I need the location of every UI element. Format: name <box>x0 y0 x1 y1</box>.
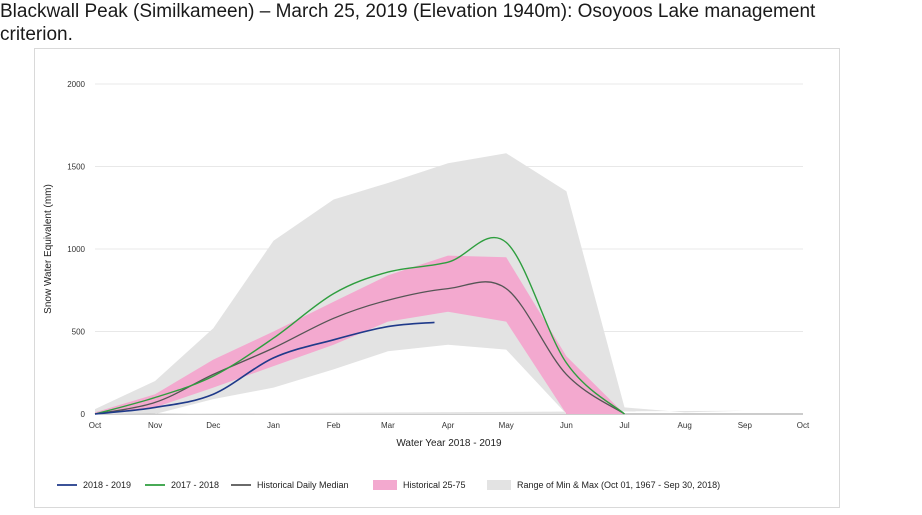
y-axis-title: Snow Water Equivalent (mm) <box>43 184 54 314</box>
caption-line-1: Blackwall Peak (Similkameen) – March 25,… <box>0 1 816 22</box>
legend-swatch-box <box>373 480 397 490</box>
legend-swatch-box <box>487 480 511 490</box>
y-tick-label: 500 <box>72 328 86 337</box>
x-tick-label: Dec <box>206 421 220 430</box>
legend-item: Historical 25-75 <box>373 480 466 490</box>
legend-item: 2018 - 2019 <box>57 480 131 490</box>
x-tick-label: Jul <box>619 421 629 430</box>
chart-container: 0 500 1000 1500 2000 Oct Nov Dec Jan Feb Mar Apr May… <box>34 48 840 508</box>
legend: 2018 - 2019 2017 - 2018 Historical Daily M… <box>57 480 720 490</box>
bands <box>95 153 745 415</box>
snow-water-chart: 0 500 1000 1500 2000 Oct Nov Dec Jan Feb Mar Apr May… <box>43 80 810 490</box>
legend-label: 2018 - 2019 <box>83 480 131 490</box>
legend-label: Historical 25-75 <box>403 480 466 490</box>
legend-label: 2017 - 2018 <box>171 480 219 490</box>
x-tick-label: Feb <box>327 421 341 430</box>
legend-item: Historical Daily Median <box>231 480 349 490</box>
x-tick-label: Sep <box>738 421 753 430</box>
x-axis-title: Water Year 2018 - 2019 <box>396 438 502 449</box>
y-tick-label: 0 <box>81 410 86 419</box>
page-caption: Blackwall Peak (Similkameen) – March 25,… <box>0 0 922 46</box>
axes: 0 500 1000 1500 2000 Oct Nov Dec Jan Feb Mar Apr May… <box>67 80 810 430</box>
x-tick-label: Aug <box>678 421 692 430</box>
legend-label: Range of Min & Max (Oct 01, 1967 - Sep 3… <box>517 480 720 490</box>
series-2018-2019-line <box>94 321 435 415</box>
legend-item: Range of Min & Max (Oct 01, 1967 - Sep 3… <box>487 480 720 490</box>
p25-75-band <box>95 255 745 414</box>
x-tick-label: Jun <box>560 421 573 430</box>
x-tick-label: Mar <box>381 421 395 430</box>
legend-label: Historical Daily Median <box>257 480 349 490</box>
caption-line-2: criterion. <box>0 24 73 45</box>
x-tick-label: Oct <box>797 421 810 430</box>
x-tick-label: Jan <box>267 421 280 430</box>
legend-item: 2017 - 2018 <box>145 480 219 490</box>
x-tick-label: Nov <box>148 421 162 430</box>
x-tick-label: Oct <box>89 421 102 430</box>
x-tick-label: May <box>499 421 514 430</box>
y-tick-label: 1000 <box>67 245 85 254</box>
series-lines <box>94 236 625 415</box>
y-tick-label: 2000 <box>67 80 85 89</box>
x-tick-label: Apr <box>442 421 455 430</box>
y-tick-label: 1500 <box>67 163 85 172</box>
series-2017-2018-line <box>94 236 625 415</box>
